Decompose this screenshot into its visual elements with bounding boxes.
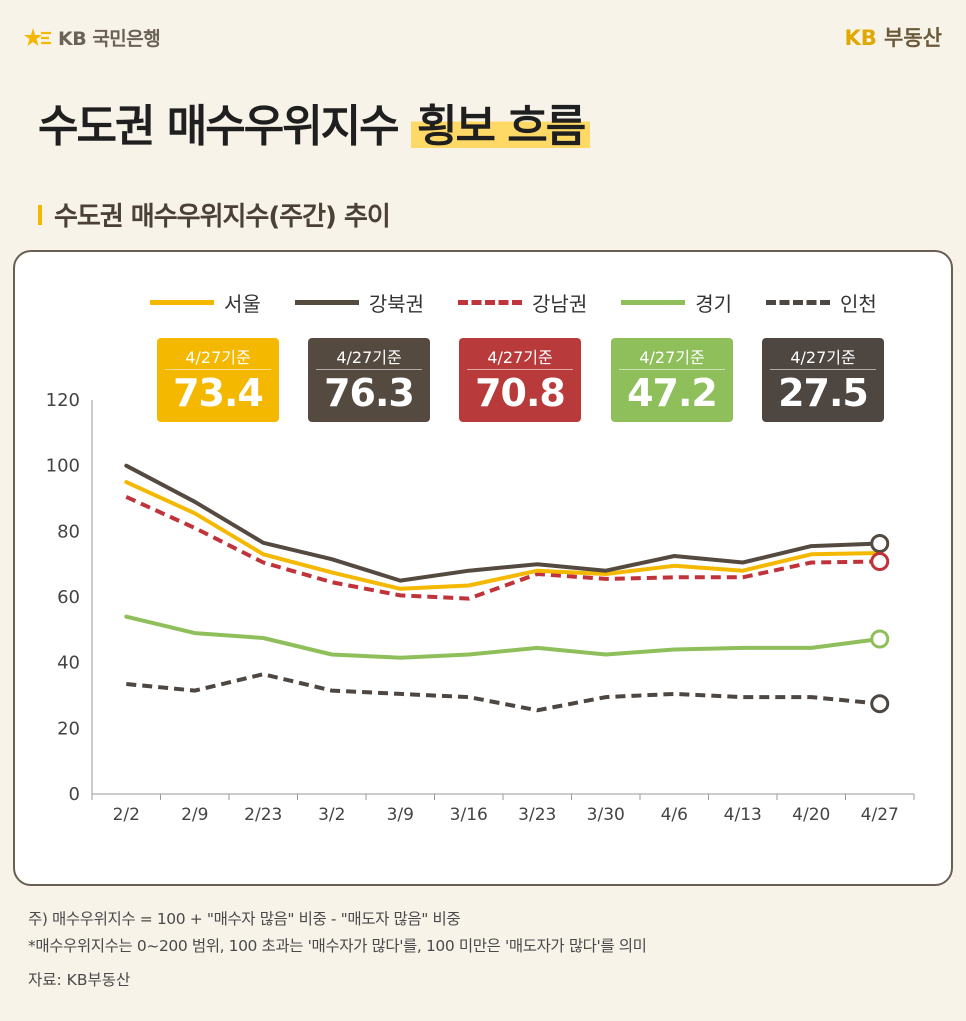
- badge-value: 73.4: [173, 371, 264, 415]
- realty-brand-word: 부동산: [884, 26, 942, 50]
- x-tick-label: 3/16: [450, 805, 488, 825]
- x-tick-label: 3/9: [387, 805, 414, 825]
- kb-star-icon: [24, 27, 51, 46]
- page-title: 수도권 매수우위지수 횡보 흐름: [38, 90, 591, 154]
- badge-date: 4/27기준: [619, 338, 725, 370]
- source-note: 자료: KB부동산: [28, 971, 131, 989]
- title-main: 수도권 매수우위지수: [38, 101, 400, 152]
- title-highlight: 횡보 흐름: [410, 101, 591, 152]
- badge-gyeonggi: 4/27기준 47.2: [611, 338, 733, 422]
- legend-line-gangbuk: [294, 299, 359, 305]
- badge-date: 4/27기준: [165, 338, 271, 370]
- subtitle-accent-bar: [38, 204, 42, 225]
- line-chart: 0 20 40 60 80 100 120 2/2 2/9 2/23 3/2 3/9 3/16 3/23 3…: [46, 390, 915, 825]
- badge-value: 47.2: [627, 371, 718, 415]
- end-marker-incheon: [870, 694, 890, 714]
- subtitle-text: 수도권 매수우위지수(주간) 추이: [54, 202, 391, 232]
- legend-line-seoul: [150, 299, 214, 305]
- y-tick-label: 40: [57, 653, 80, 674]
- y-tick-label: 120: [46, 390, 80, 411]
- badge-date: 4/27기준: [770, 338, 876, 370]
- top-bar: KB 국민은행 KB 부동산: [0, 0, 966, 70]
- bank-logo-text: KB 국민은행: [58, 28, 161, 50]
- badge-date: 4/27기준: [467, 338, 573, 370]
- footnote-formula: 주) 매수우위지수 = 100 + "매수자 많음" 비중 - "매도자 많음"…: [28, 910, 461, 928]
- y-tick-label: 80: [57, 521, 80, 542]
- legend-item-gangbuk: 강북권: [294, 288, 425, 317]
- legend-line-gyeonggi: [621, 299, 686, 305]
- x-tick-label: 3/2: [318, 805, 345, 825]
- y-tick-label: 0: [69, 784, 80, 805]
- y-tick-label: 100: [46, 456, 80, 477]
- kb-bank-logo: KB 국민은행: [24, 24, 161, 51]
- series-line-incheon: [126, 672, 880, 713]
- legend-item-seoul: 서울: [150, 288, 261, 317]
- end-marker-gangbuk: [870, 533, 890, 553]
- x-tick-label: 2/2: [113, 805, 140, 825]
- badge-value: 76.3: [324, 371, 415, 415]
- footnotes: 주) 매수우위지수 = 100 + "매수자 많음" 비중 - "매도자 많음"…: [28, 906, 647, 960]
- badge-value: 27.5: [778, 371, 869, 415]
- legend-line-gangnam: [458, 299, 523, 305]
- chart-legend: 서울 강북권 강남권 경기 인천: [150, 288, 911, 317]
- badge-value: 70.8: [475, 371, 566, 415]
- kb-realty-logo: KB 부동산: [844, 22, 942, 52]
- x-tick-label: 4/6: [661, 805, 688, 825]
- y-tick-label: 60: [57, 587, 80, 608]
- chart-subtitle: 수도권 매수우위지수(주간) 추이: [38, 196, 391, 233]
- legend-label-gangbuk: 강북권: [368, 291, 425, 316]
- badge-gangnam: 4/27기준 70.8: [459, 338, 581, 422]
- series-line-seoul: [124, 480, 882, 591]
- badge-date: 4/27기준: [316, 338, 422, 370]
- end-marker-gyeonggi: [870, 629, 890, 649]
- x-tick-label: 4/13: [724, 805, 762, 825]
- legend-label-seoul: 서울: [224, 291, 261, 316]
- legend-line-incheon: [766, 299, 831, 305]
- footnote-range: *매수우위지수는 0~200 범위, 100 초과는 '매수자가 많다'를, 1…: [28, 937, 647, 955]
- legend-item-gangnam: 강남권: [458, 288, 587, 317]
- legend-label-gangnam: 강남권: [532, 291, 588, 316]
- series-line-gangbuk: [124, 463, 882, 583]
- end-marker-gangnam: [870, 552, 890, 572]
- legend-label-gyeonggi: 경기: [695, 291, 733, 316]
- legend-item-gyeonggi: 경기: [621, 288, 732, 317]
- legend-label-incheon: 인천: [840, 291, 877, 316]
- badge-incheon: 4/27기준 27.5: [762, 338, 884, 422]
- x-tick-label: 2/9: [181, 805, 208, 825]
- x-tick-label: 4/27: [861, 805, 899, 825]
- x-tick-label: 3/23: [518, 805, 556, 825]
- y-tick-label: 20: [57, 718, 80, 739]
- realty-brand-prefix: KB: [844, 26, 877, 50]
- x-tick-label: 3/30: [587, 805, 625, 825]
- x-tick-label: 2/23: [244, 805, 282, 825]
- series-line-gangnam: [125, 495, 880, 601]
- legend-item-incheon: 인천: [766, 288, 877, 317]
- badge-gangbuk: 4/27기준 76.3: [308, 338, 430, 422]
- x-tick-label: 4/20: [792, 805, 830, 825]
- badge-seoul: 4/27기준 73.4: [157, 338, 279, 422]
- series-line-gyeonggi: [124, 614, 882, 660]
